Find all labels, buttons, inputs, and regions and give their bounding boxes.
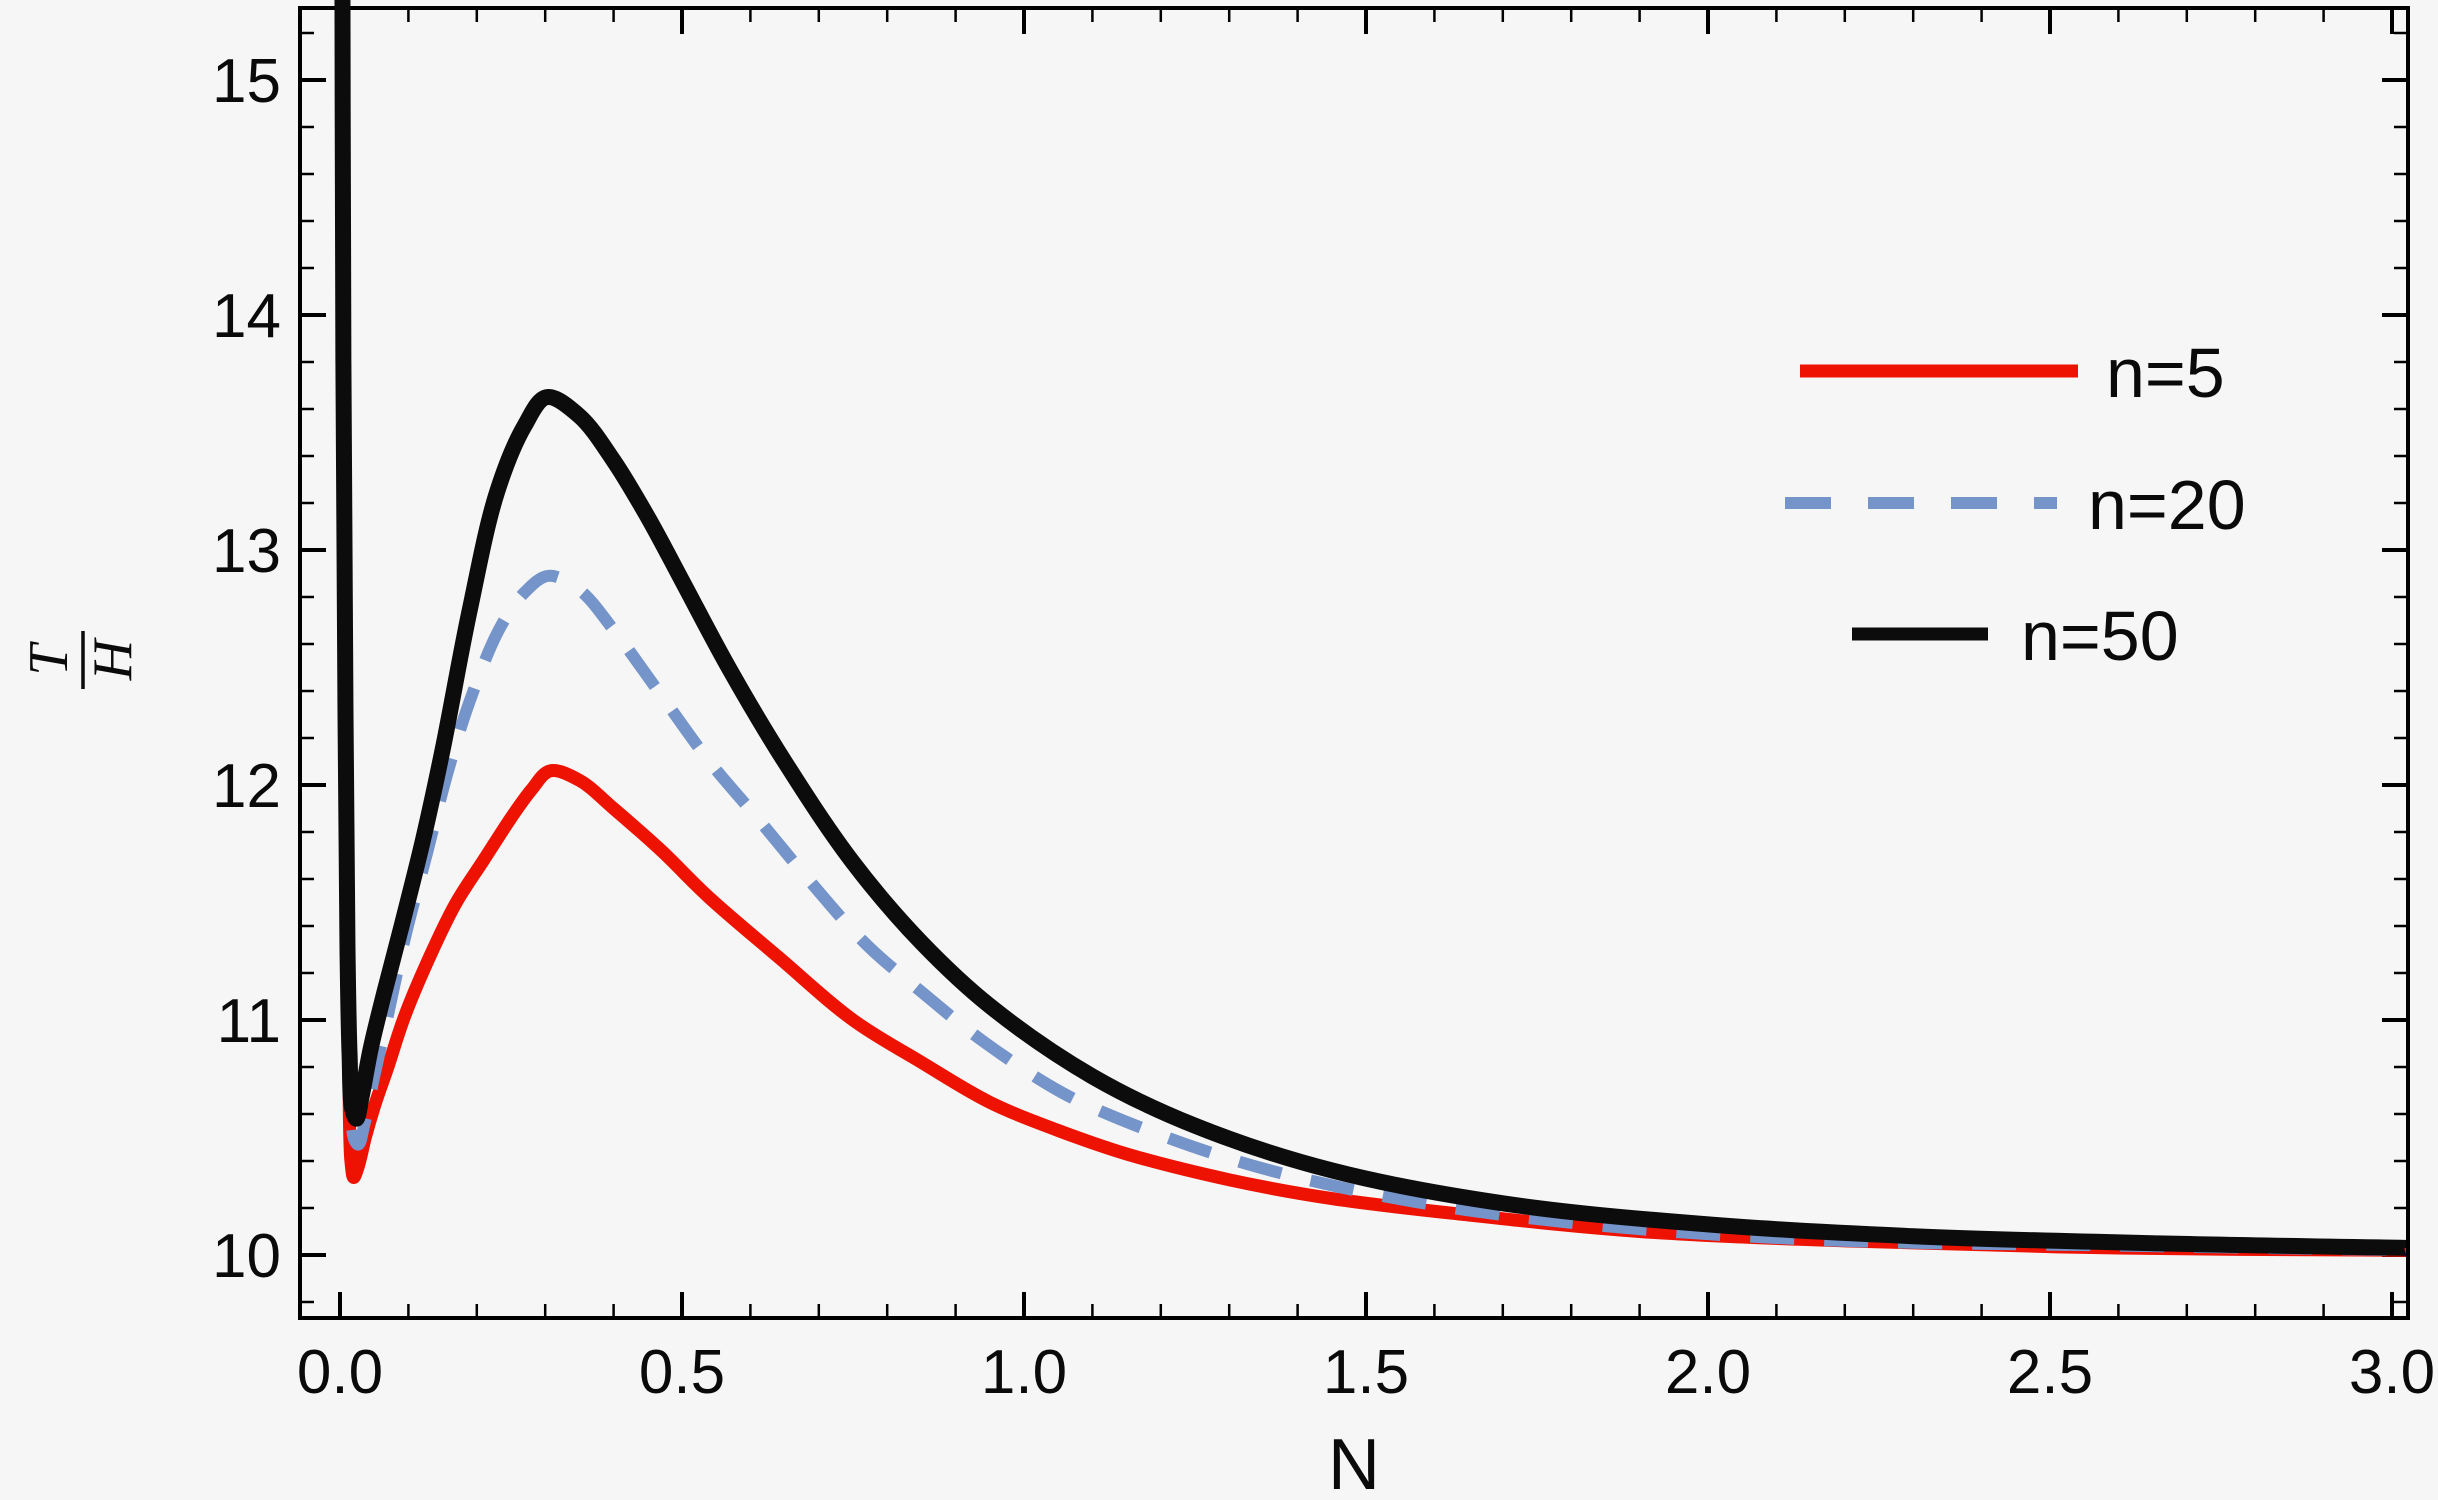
- x-axis-label: N: [1328, 1425, 1380, 1500]
- y-axis-label-denominator: H: [82, 637, 144, 681]
- x-tick-label: 2.5: [2007, 1338, 2093, 1407]
- x-tick-label: 1.0: [981, 1338, 1067, 1407]
- legend-item-n-50: n=50: [1852, 597, 2179, 675]
- x-tick-label: 0.5: [639, 1338, 725, 1407]
- y-tick-label: 15: [212, 47, 281, 116]
- legend-label-n-5: n=5: [2106, 334, 2225, 412]
- y-axis-label-numerator: T: [18, 641, 80, 676]
- legend: n=5 n=20 n=50: [1785, 334, 2246, 675]
- x-tick-label: 3.0: [2349, 1338, 2435, 1407]
- y-tick-label: 14: [212, 282, 281, 351]
- x-tick-label: 2.0: [1665, 1338, 1751, 1407]
- y-tick-label: 10: [212, 1222, 281, 1291]
- x-tick-label: 0.0: [297, 1338, 383, 1407]
- legend-item-n-5: n=5: [1800, 334, 2225, 412]
- legend-item-n-20: n=20: [1785, 466, 2246, 544]
- legend-label-n-20: n=20: [2088, 466, 2246, 544]
- legend-label-n-50: n=50: [2021, 597, 2179, 675]
- plot-frame: [298, 6, 2410, 1320]
- curve-n-50: [334, 0, 2406, 1256]
- y-tick-label: 11: [217, 987, 281, 1056]
- x-tick-label: 1.5: [1323, 1338, 1409, 1407]
- y-tick-label: 12: [212, 752, 281, 821]
- y-tick-label: 13: [212, 517, 281, 586]
